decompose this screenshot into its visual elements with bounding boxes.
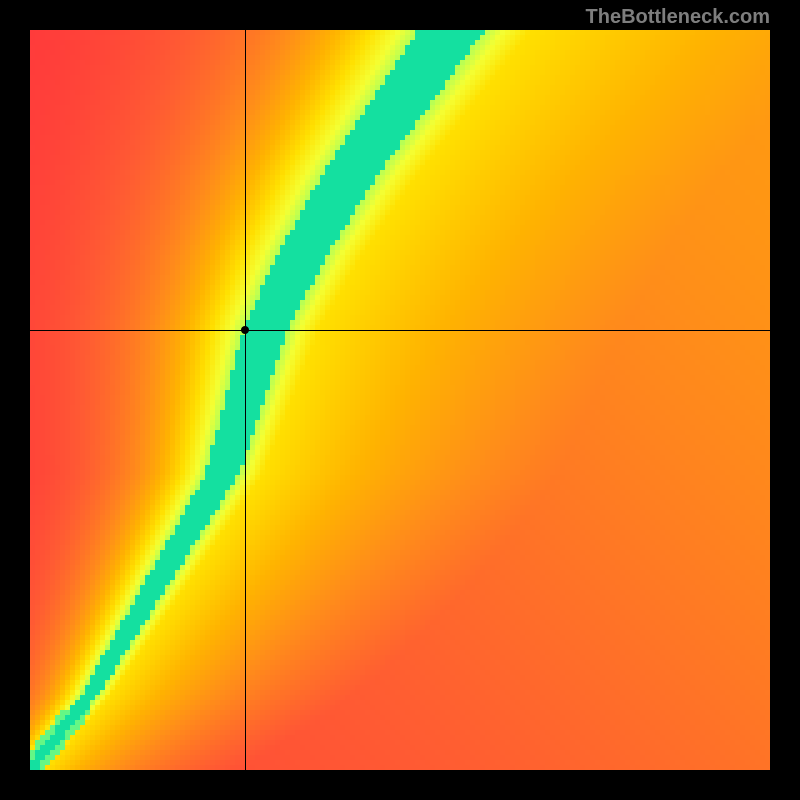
watermark-text: TheBottleneck.com [586,6,770,29]
crosshair-vertical [245,30,246,770]
heatmap-canvas [30,30,770,770]
heatmap-plot [30,30,770,770]
intersection-marker [241,326,249,334]
crosshair-horizontal [30,330,770,331]
